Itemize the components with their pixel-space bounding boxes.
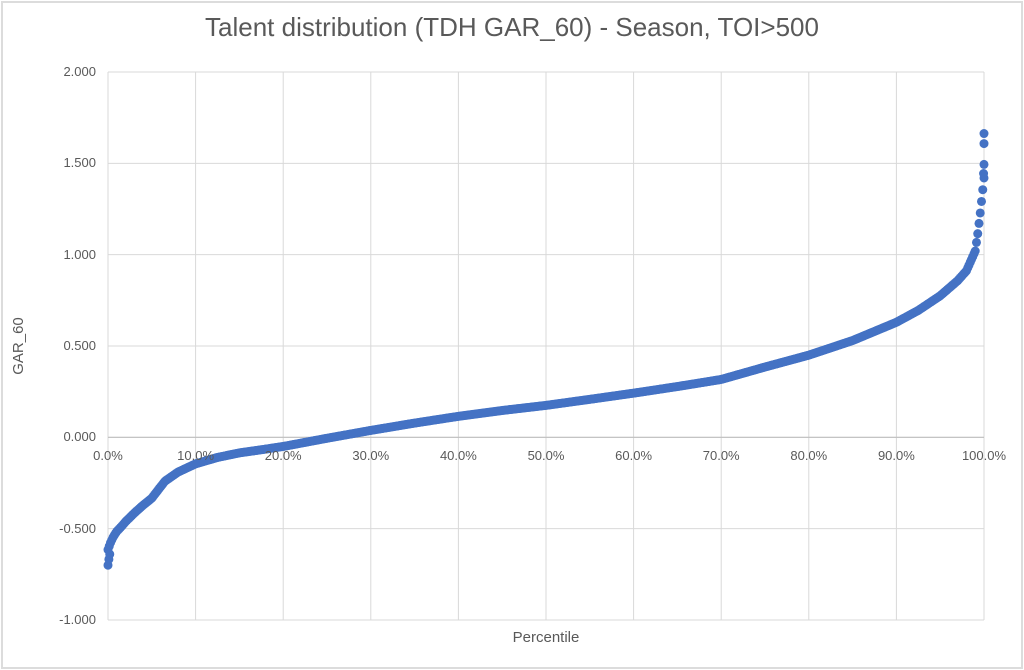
data-point	[978, 185, 988, 195]
x-axis-title: Percentile	[512, 629, 580, 646]
data-point	[975, 208, 985, 218]
data-point	[979, 139, 989, 149]
data-point	[979, 129, 989, 139]
gridlines	[107, 71, 985, 621]
data-point	[976, 196, 986, 206]
data-point	[974, 218, 984, 228]
data-series-points	[103, 129, 989, 570]
data-point	[971, 237, 981, 247]
data-point	[979, 169, 989, 179]
data-point	[979, 159, 989, 169]
y-axis-title: GAR_60	[10, 317, 27, 375]
chart-title: Talent distribution (TDH GAR_60) - Seaso…	[205, 12, 819, 42]
data-point	[970, 246, 980, 256]
data-point	[105, 549, 115, 559]
data-point	[973, 229, 983, 239]
